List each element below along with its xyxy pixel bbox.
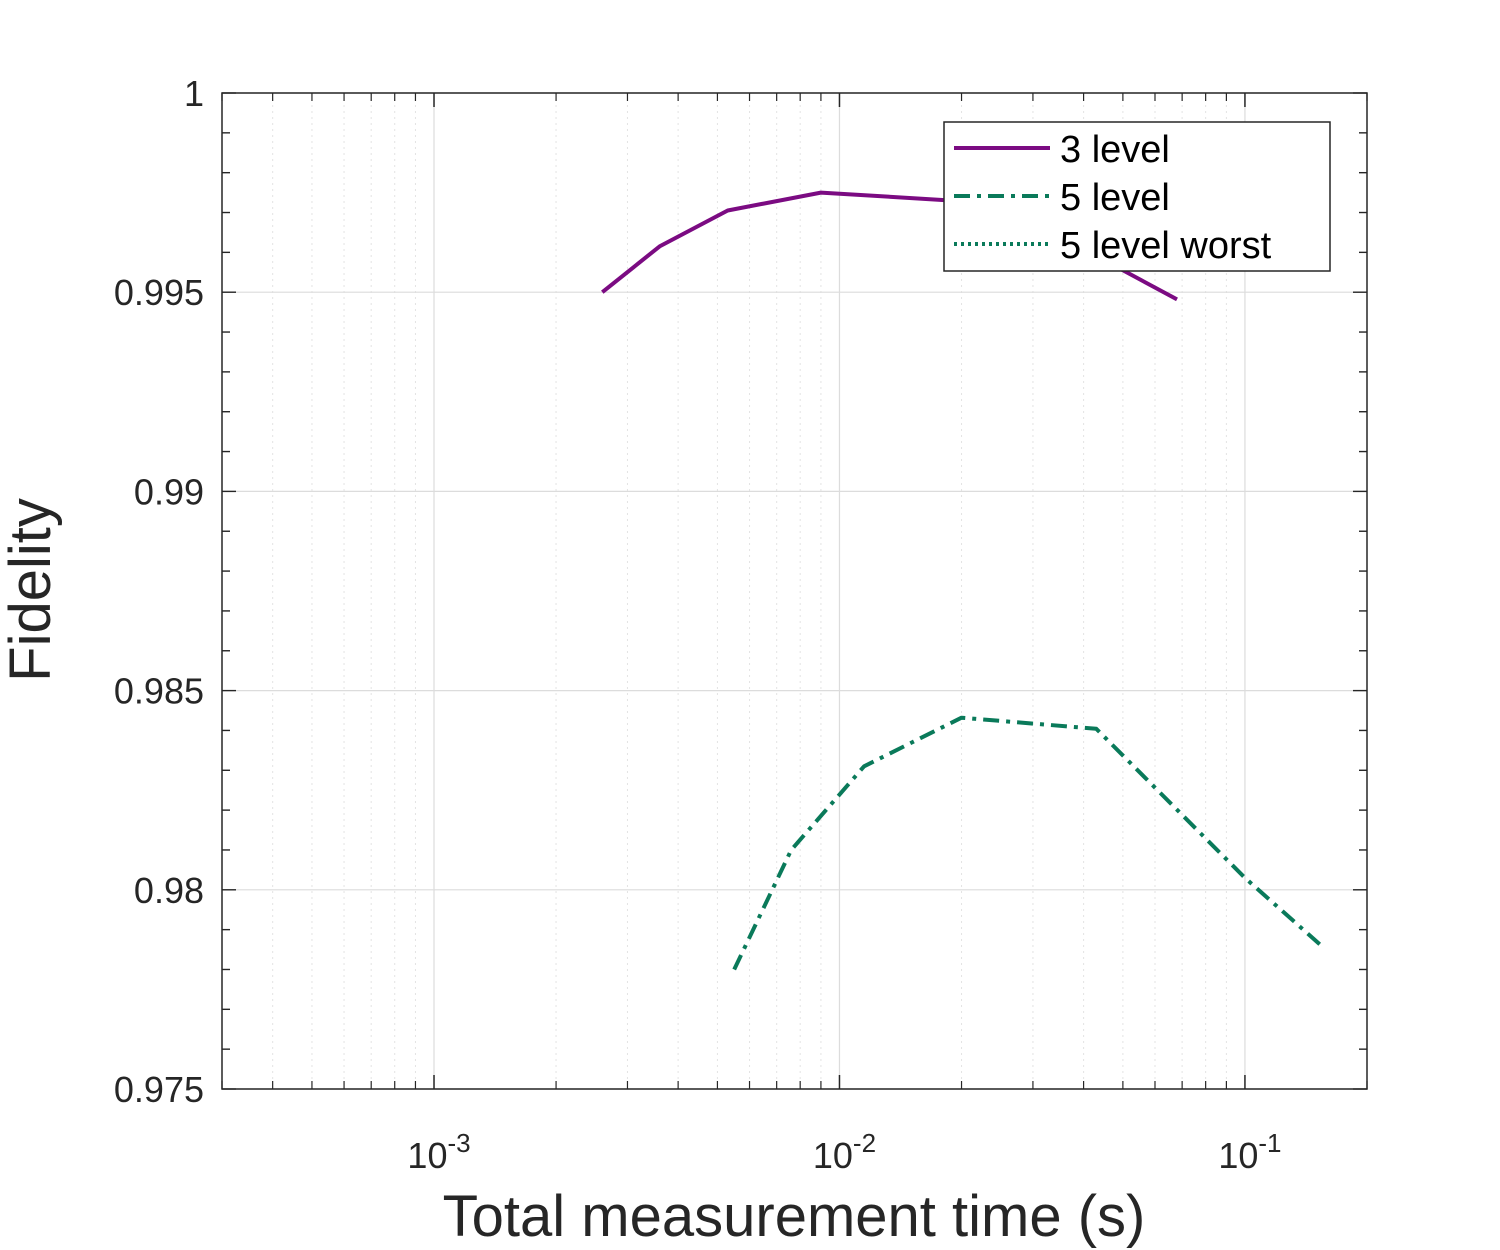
legend-label: 3 level [1060, 129, 1170, 171]
y-tick-label: 0.98 [134, 870, 204, 911]
tick-labels: 0.975 0.98 0.985 0.99 0.995 1 10-3 10-2 10-1 [114, 73, 1282, 1176]
y-tick-label: 0.995 [114, 272, 204, 313]
axes-frame [221, 92, 1368, 1090]
x-tick-label: 10-1 [1218, 1128, 1281, 1176]
legend-label: 5 level worst [1060, 225, 1272, 267]
y-axis-title: Fidelity [0, 498, 63, 682]
legend-label: 5 level [1060, 177, 1170, 219]
y-tick-label: 0.985 [114, 671, 204, 712]
x-axis-title: Total measurement time (s) [443, 1184, 1146, 1249]
series-line [732, 715, 1324, 971]
legend: 3 level 5 level 5 level worst [943, 121, 1331, 272]
y-tick-label: 0.99 [134, 471, 204, 512]
y-tick-label: 1 [184, 73, 204, 114]
x-tick-label: 10-2 [813, 1128, 876, 1176]
axis-ticks [221, 92, 1368, 1090]
x-tick-label: 10-3 [407, 1128, 470, 1176]
series-layer [601, 190, 1324, 971]
y-tick-label: 0.975 [114, 1069, 204, 1110]
